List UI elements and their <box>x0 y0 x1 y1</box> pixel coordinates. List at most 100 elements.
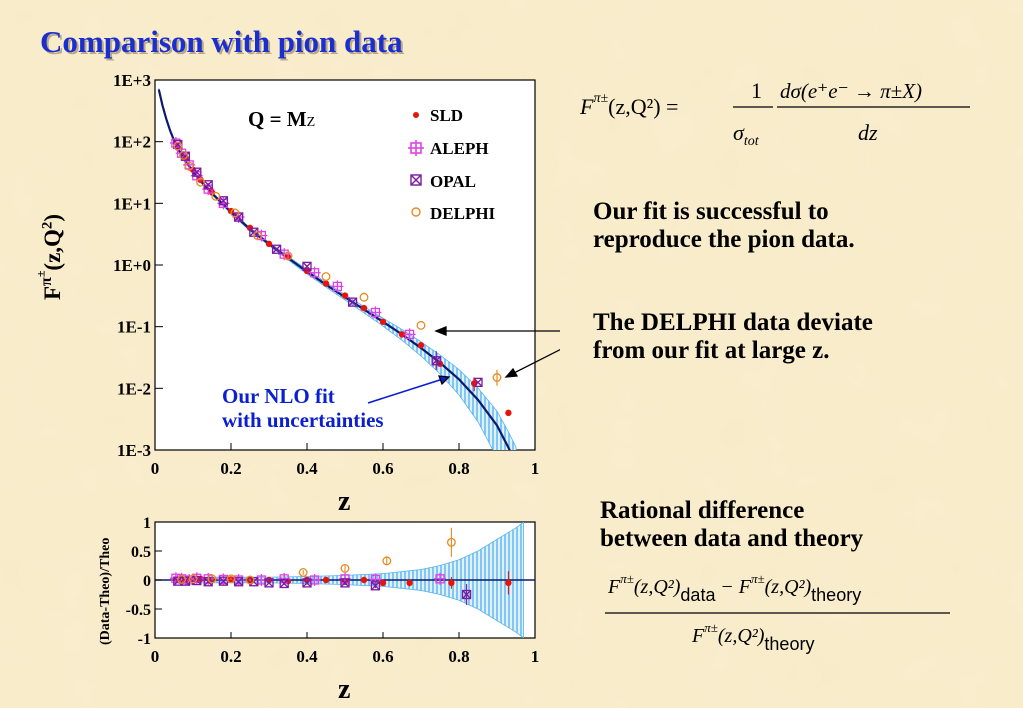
fit-success-note: Our fit is successful to reproduce the p… <box>593 198 855 253</box>
formula-den1: σtot <box>733 120 760 149</box>
point-delphi <box>321 272 331 281</box>
y-tick-label: 1E-2 <box>117 379 151 398</box>
legend-sld-label: SLD <box>430 106 463 125</box>
y-tick-label: 1E+2 <box>113 133 151 152</box>
ratio-point-sld <box>360 576 368 584</box>
point-aleph <box>403 328 416 341</box>
legend-delphi-label: DELPHI <box>430 204 496 223</box>
y-tick-label: -1 <box>138 631 151 648</box>
legend-opal-marker <box>410 174 422 186</box>
legend: SLD ALEPH OPAL DELPHI <box>408 106 496 223</box>
point-sld <box>505 409 512 417</box>
point-opal <box>192 167 202 177</box>
x-tick-label: 0 <box>151 459 160 478</box>
x-tick-label: 0.2 <box>220 647 241 666</box>
ratio-point-opal <box>233 577 244 587</box>
point-delphi <box>211 191 221 201</box>
ratio-point-opal <box>279 578 289 589</box>
x-tick-label: 1 <box>531 459 540 478</box>
upper-xlabel: z <box>338 486 351 517</box>
ratio-point-sld <box>505 579 512 587</box>
slide-title: Comparison with pion data <box>40 24 403 59</box>
ratio-point-opal <box>340 578 350 588</box>
formula-lhs: Fπ±(z,Q²) = <box>579 91 678 119</box>
point-aleph <box>369 306 382 319</box>
ratio-point-sld <box>379 579 387 587</box>
point-delphi <box>253 231 263 241</box>
lower-ylabel: (Data-Theo)/Theo <box>98 537 113 645</box>
ratio-numerator: Fπ±(z,Q²)data − Fπ±(z,Q²)theory <box>607 571 861 605</box>
legend-aleph-label: ALEPH <box>430 139 489 158</box>
point-aleph <box>308 266 321 279</box>
point-delphi <box>184 161 194 171</box>
ratio-point-sld <box>406 579 413 587</box>
point-sld <box>341 292 349 299</box>
point-delphi <box>179 150 188 160</box>
scale-label: Q = MZ <box>248 107 315 131</box>
ratio-point-delphi <box>340 563 350 573</box>
cross-section-formula: Fπ±(z,Q²) = 1 σtot dσ(e⁺e⁻ → π±X) dz <box>579 78 970 149</box>
upper-ylabel: Fπ±(z,Q2) <box>34 213 65 300</box>
ratio-point-delphi <box>207 574 217 584</box>
point-aleph <box>331 280 344 293</box>
point-opal <box>347 297 358 307</box>
y-tick-label: 1E-3 <box>117 441 151 460</box>
ratio-point-sld <box>448 579 455 587</box>
point-sld <box>360 304 368 312</box>
point-sld <box>417 342 425 349</box>
ratio-formula: Fπ±(z,Q²)data − Fπ±(z,Q²)theory Fπ±(z,Q²)t… <box>605 571 950 654</box>
x-tick-label: 0.4 <box>296 459 318 478</box>
ratio-point-delphi <box>382 556 392 566</box>
y-tick-label: 1E+1 <box>113 194 151 213</box>
formula-den2: dz <box>858 120 878 145</box>
ratio-point-delphi <box>245 575 255 585</box>
ratio-denominator: Fπ±(z,Q²)theory <box>691 620 814 654</box>
upper-chart: 0 0.2 0.4 0.6 0.8 1 1E-3 1E-2 1E-1 1E+0 1E+1 1E+2 1E… <box>113 71 560 478</box>
ratio-point-delphi <box>177 574 187 584</box>
point-opal <box>271 244 282 254</box>
delphi-note: The DELPHI data deviate from our fit at … <box>593 309 873 364</box>
formula-num2: dσ(e⁺e⁻ → π±X) <box>780 79 922 103</box>
point-sld <box>265 240 273 248</box>
ratio-point-delphi <box>446 537 456 547</box>
ratio-point-opal <box>461 589 472 600</box>
x-tick-label: 0.2 <box>220 459 241 478</box>
y-tick-label: 1E+3 <box>113 71 151 90</box>
y-tick-label: 0 <box>143 573 151 590</box>
ratio-point-opal <box>370 581 381 591</box>
point-delphi <box>283 251 293 261</box>
y-tick-label: 1E+0 <box>113 256 151 275</box>
ratio-point-opal <box>302 578 312 588</box>
lower-xlabel: z <box>338 674 351 705</box>
point-sld <box>379 318 387 325</box>
rational-difference-note: Rational difference between data and the… <box>600 497 864 552</box>
point-delphi <box>173 141 183 151</box>
ratio-point-delphi <box>188 574 198 584</box>
x-tick-label: 0 <box>151 647 160 666</box>
x-tick-label: 0.8 <box>448 647 469 666</box>
y-tick-label: 1E-1 <box>117 318 151 337</box>
y-tick-label: 0.5 <box>131 544 151 561</box>
ratio-point-sld <box>322 576 330 584</box>
fit-annotation: Our NLO fit with uncertainties <box>222 384 384 432</box>
point-sld <box>398 331 406 338</box>
point-opal <box>302 261 312 272</box>
ratio-point-aleph <box>434 572 446 585</box>
point-delphi <box>359 292 369 302</box>
point-delphi <box>416 320 426 330</box>
x-tick-label: 0.4 <box>296 647 318 666</box>
point-delphi <box>196 177 206 187</box>
y-tick-label: -0.5 <box>126 602 151 619</box>
x-tick-label: 1 <box>531 647 540 666</box>
lower-chart: 0 0.2 0.4 0.6 0.8 1 1 0.5 0 -0.5 -1 <box>126 515 540 666</box>
point-opal <box>218 196 229 206</box>
formula-num1: 1 <box>751 78 762 103</box>
ratio-point-aleph <box>369 573 382 586</box>
ratio-point-opal <box>264 578 274 588</box>
x-tick-label: 0.6 <box>372 647 393 666</box>
ratio-point-delphi <box>298 568 308 577</box>
ratio-point-delphi <box>226 574 236 584</box>
legend-sld-marker <box>413 112 419 118</box>
legend-aleph-marker <box>408 140 424 156</box>
x-tick-label: 0.6 <box>372 459 393 478</box>
